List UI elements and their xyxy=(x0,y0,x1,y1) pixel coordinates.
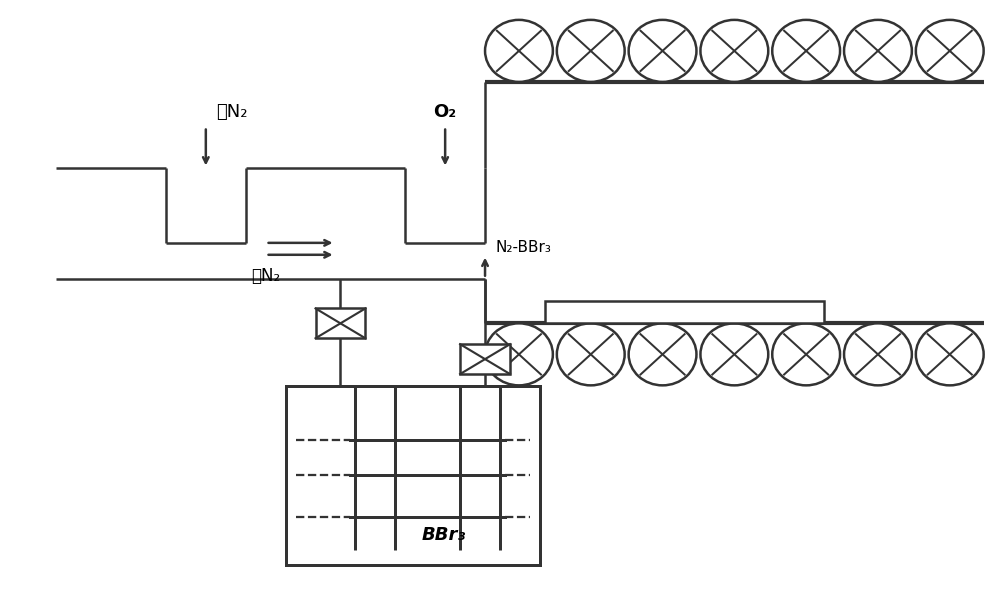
Ellipse shape xyxy=(700,323,768,385)
Ellipse shape xyxy=(844,323,912,385)
Ellipse shape xyxy=(629,323,696,385)
Bar xyxy=(286,386,540,565)
Ellipse shape xyxy=(772,323,840,385)
Text: O₂: O₂ xyxy=(434,102,457,120)
Bar xyxy=(316,308,365,338)
Text: 小N₂: 小N₂ xyxy=(251,267,280,285)
Ellipse shape xyxy=(485,323,553,385)
Ellipse shape xyxy=(557,323,625,385)
Ellipse shape xyxy=(700,20,768,82)
Ellipse shape xyxy=(557,20,625,82)
Ellipse shape xyxy=(485,20,553,82)
Text: N₂-BBr₃: N₂-BBr₃ xyxy=(495,240,551,255)
Text: 大N₂: 大N₂ xyxy=(216,102,247,120)
Bar xyxy=(545,301,824,323)
Bar xyxy=(460,344,510,374)
Ellipse shape xyxy=(844,20,912,82)
Ellipse shape xyxy=(629,20,696,82)
Ellipse shape xyxy=(916,323,984,385)
Text: BBr₃: BBr₃ xyxy=(421,526,465,544)
Ellipse shape xyxy=(772,20,840,82)
Ellipse shape xyxy=(916,20,984,82)
